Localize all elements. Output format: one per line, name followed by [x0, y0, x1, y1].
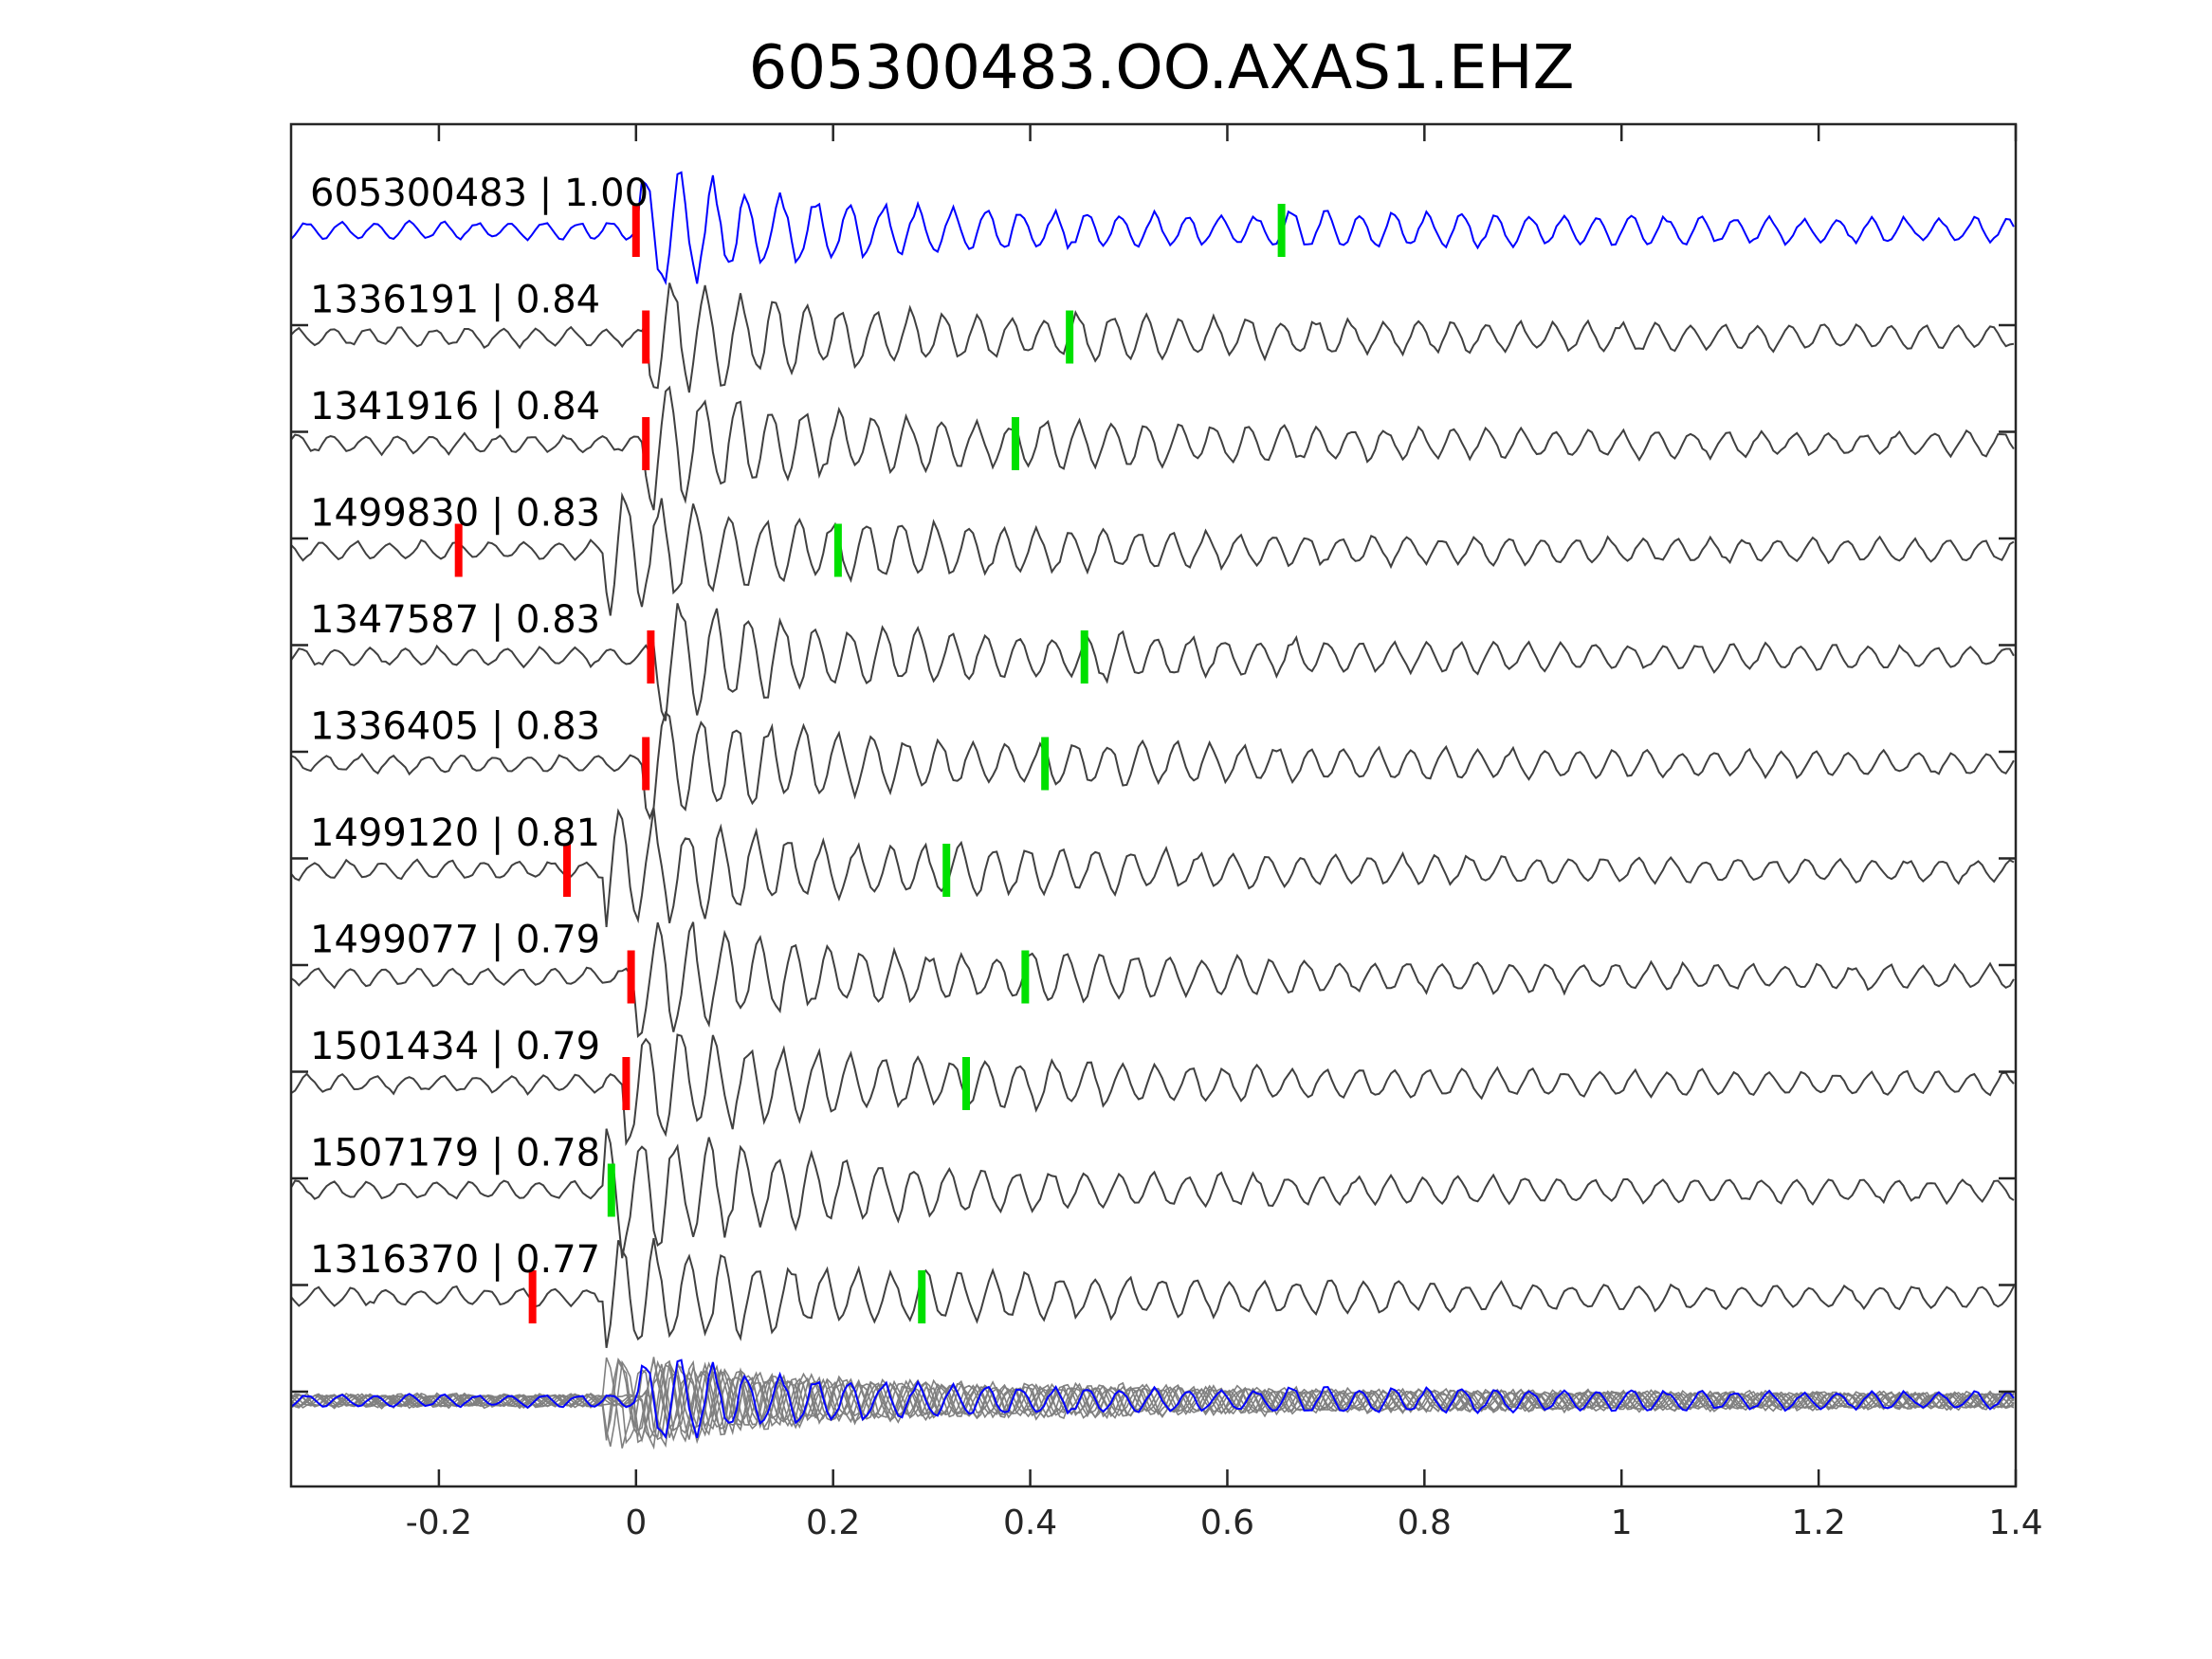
- trace-line: [290, 603, 2015, 721]
- x-tick-label: 1.2: [1791, 1504, 1845, 1542]
- chart-title: 605300483.OO.AXAS1.EHZ: [749, 33, 1575, 103]
- x-tick-label: 0.8: [1398, 1504, 1452, 1542]
- x-tick-label: 0: [625, 1504, 647, 1542]
- trace-line: [290, 807, 2015, 927]
- trace-label: 1336191 | 0.84: [310, 279, 600, 322]
- trace-label: 1316370 | 0.77: [310, 1238, 600, 1282]
- pick-group: [454, 204, 1286, 1323]
- trace-label: 1341916 | 0.84: [310, 385, 600, 428]
- x-tick-label: 0.2: [806, 1504, 860, 1542]
- trace-line: [290, 1033, 2015, 1147]
- trace-label: 1499077 | 0.79: [310, 919, 600, 962]
- trace-label: 1499120 | 0.81: [310, 811, 600, 855]
- trace-label: 605300483 | 1.00: [310, 172, 649, 215]
- stack-trace-line: [290, 1359, 2015, 1450]
- axis-ticks: -0.2 0 0.2 0.4 0.6 0.8 1 1.2 1.4: [291, 124, 2043, 1542]
- trace-line: [290, 171, 2015, 286]
- x-tick-label: 0.6: [1200, 1504, 1254, 1542]
- x-tick-label: -0.2: [406, 1504, 472, 1542]
- stack-template-line: [290, 1358, 2015, 1440]
- x-tick-label: 1.4: [1988, 1504, 2042, 1542]
- plot-frame: [289, 122, 2018, 1488]
- trace-line: [290, 385, 2015, 511]
- trace-line: [290, 710, 2015, 821]
- x-tick-label: 0.4: [1003, 1504, 1057, 1542]
- trace-label: 1507179 | 0.78: [310, 1132, 600, 1176]
- trace-label: 1499830 | 0.83: [310, 492, 600, 536]
- trace-line: [290, 1237, 2015, 1348]
- trace-label: 1501434 | 0.79: [310, 1025, 600, 1068]
- trace-group: [290, 171, 2015, 1348]
- trace-line: [290, 283, 2015, 393]
- trace-label-group: 605300483 | 1.00 1336191 | 0.84 1341916 | …: [310, 172, 649, 1282]
- stack-trace-line: [290, 1358, 2015, 1437]
- trace-line: [290, 921, 2015, 1038]
- trace-label: 1336405 | 0.83: [310, 705, 600, 749]
- trace-line: [290, 1128, 2015, 1259]
- trace-line: [290, 491, 2015, 616]
- trace-label: 1347587 | 0.83: [310, 598, 600, 642]
- stack-group: [290, 1357, 2015, 1450]
- x-tick-label: 1: [1611, 1504, 1633, 1542]
